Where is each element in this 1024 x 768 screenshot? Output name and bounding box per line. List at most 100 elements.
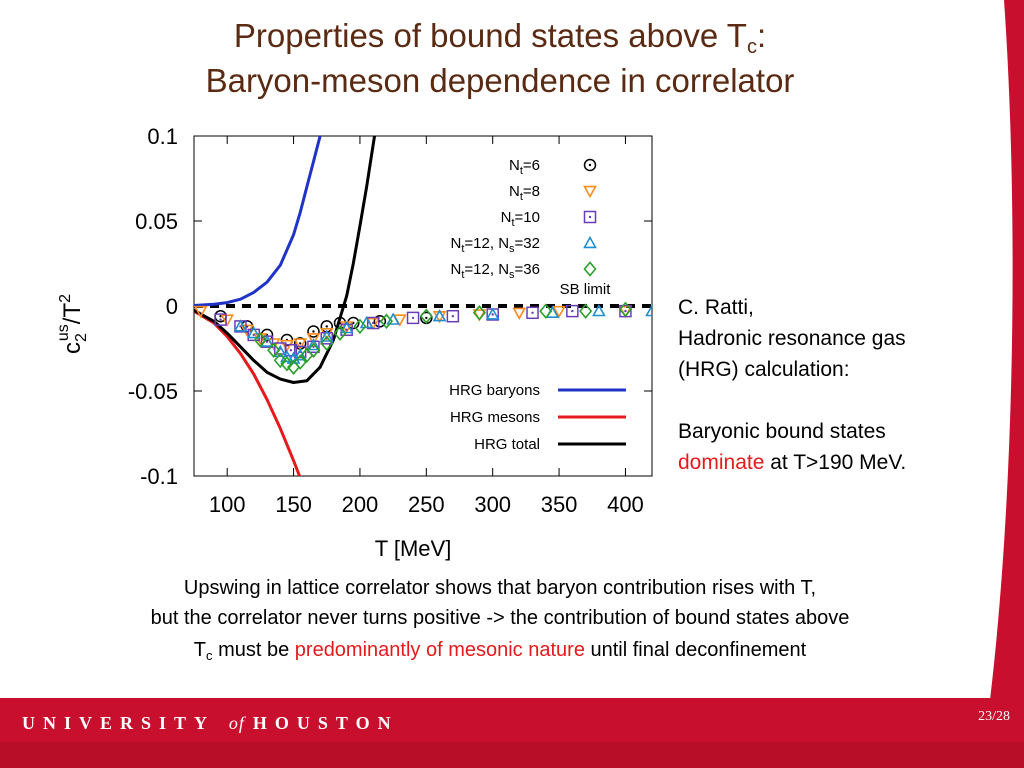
- marker-triangle-up: [485, 307, 500, 320]
- data-point: [419, 308, 433, 324]
- dominate-rest: at T>190 MeV.: [764, 451, 907, 474]
- marker-dot: [299, 342, 302, 345]
- legend-marker: [583, 210, 597, 224]
- marker-diamond: [267, 342, 281, 358]
- caption-tc-sub: c: [206, 648, 213, 663]
- legend-marker: [583, 235, 597, 249]
- data-point: [307, 325, 320, 338]
- legend-sub: t: [461, 243, 464, 255]
- data-point: [233, 319, 248, 332]
- caption-tc: T: [193, 639, 207, 661]
- side-line-bound: Baryonic bound states: [678, 420, 886, 443]
- data-point: [306, 342, 321, 358]
- data-point: [293, 348, 308, 361]
- page-number: 23/28: [978, 709, 1010, 724]
- legend-rest2: =36: [515, 261, 540, 278]
- legend-sub: t: [511, 217, 514, 229]
- legend-n: N: [451, 261, 462, 278]
- data-point: [566, 304, 579, 318]
- data-point: [339, 320, 354, 334]
- marker-dot: [265, 340, 269, 343]
- data-point: [579, 303, 593, 319]
- legend-rest: =12, N: [464, 235, 509, 252]
- data-point: [280, 339, 294, 353]
- caption-line1: Upswing in lattice correlator shows that…: [183, 577, 817, 599]
- data-point: [340, 323, 353, 337]
- marker-circle: [373, 315, 387, 328]
- right-edge-decoration: [990, 0, 1024, 700]
- slide-title-line2: Baryon-meson dependence in correlator: [205, 62, 795, 99]
- caption-line3: Tc must be predominantly of mesonic natu…: [0, 635, 1000, 671]
- data-point: [552, 305, 566, 319]
- marker-dot: [491, 313, 494, 316]
- legend-sub: t: [461, 269, 464, 281]
- x-tick-label: 350: [541, 492, 578, 517]
- marker-diamond: [306, 342, 321, 358]
- marker-square: [446, 309, 460, 323]
- title-main: Properties of bound states above T: [233, 17, 747, 54]
- data-point: [267, 342, 281, 358]
- y-label-sub: 2: [73, 333, 90, 342]
- plot-content: [194, 136, 652, 476]
- brand-university: UNIVERSITY: [22, 713, 215, 733]
- marker-triangle-up: [319, 329, 334, 342]
- marker-dot: [588, 163, 592, 167]
- marker-diamond: [539, 303, 553, 319]
- legend-hrg-label: HRG mesons: [450, 409, 540, 426]
- marker-diamond: [379, 313, 394, 330]
- side-note: C. Ratti, Hadronic resonance gas (HRG) c…: [678, 292, 978, 478]
- y-tick-label: -0.1: [140, 464, 178, 489]
- data-point: [485, 307, 500, 320]
- legend-rest2: =32: [515, 235, 540, 252]
- marker-triangle-up: [280, 349, 294, 363]
- marker-triangle-down: [293, 338, 308, 351]
- data-point: [246, 326, 261, 339]
- marker-square: [284, 343, 298, 357]
- marker-circle: [333, 316, 347, 330]
- marker-square: [307, 340, 320, 354]
- marker-square: [406, 311, 420, 325]
- legend-sub: t: [520, 191, 523, 203]
- marker-diamond: [273, 352, 287, 369]
- marker-diamond: [583, 261, 597, 277]
- data-point: [333, 325, 347, 341]
- data-point: [307, 340, 320, 354]
- side-line-dominate: dominate at T>190 MeV.: [678, 447, 978, 478]
- marker-triangle-up: [592, 303, 606, 317]
- marker-dot: [252, 333, 255, 337]
- marker-dot: [312, 345, 315, 348]
- data-point: [353, 318, 367, 335]
- marker-square: [214, 313, 227, 326]
- title-colon: :: [756, 17, 767, 54]
- marker-dot: [219, 318, 222, 321]
- x-tick-label: 200: [342, 492, 379, 517]
- legend-rest: =6: [523, 157, 540, 174]
- data-point: [284, 343, 298, 357]
- marker-square: [340, 323, 353, 337]
- data-point: [446, 309, 460, 323]
- marker-dot: [425, 316, 428, 320]
- correlator-chart: 0.1 0.05 0 -0.05 -0.1 100 150 200 250 300 350 400 T …: [55, 124, 653, 561]
- marker-triangle-down: [220, 314, 235, 327]
- marker-triangle-down: [280, 339, 294, 353]
- data-point: [472, 305, 486, 321]
- marker-circle: [583, 158, 597, 172]
- marker-triangle-up: [432, 309, 447, 322]
- data-point: [366, 316, 380, 330]
- y-tick-label: 0: [166, 294, 178, 319]
- marker-diamond: [253, 332, 267, 348]
- y-label-sup2: 2: [57, 294, 74, 303]
- data-point: [306, 337, 321, 351]
- caption-line2: but the correlator never turns positive …: [150, 607, 850, 629]
- data-point: [645, 303, 652, 317]
- data-point: [273, 352, 287, 369]
- data-point: [592, 303, 606, 317]
- x-tick-label: 400: [607, 492, 644, 517]
- marker-dot: [345, 328, 348, 331]
- marker-triangle-up: [645, 303, 652, 317]
- y-axis-label: c2us/T2: [55, 294, 90, 354]
- data-point: [359, 315, 374, 329]
- slide-title-line1: Properties of bound states above Tc:: [0, 16, 1000, 67]
- data-point: [280, 349, 294, 363]
- legend-marker: [583, 185, 597, 199]
